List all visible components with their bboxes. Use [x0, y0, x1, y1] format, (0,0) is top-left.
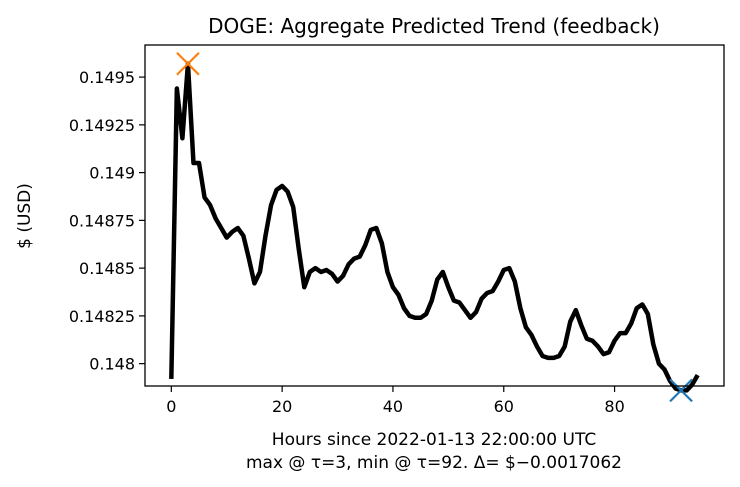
series-line-0: [169, 61, 700, 393]
plot-frame: [144, 44, 725, 387]
x-axis-sublabel: max @ τ=3, min @ τ=92. Δ= $−0.0017062: [246, 453, 622, 473]
x-tick-label-3: 60: [494, 397, 514, 416]
x-tick-label-1: 20: [272, 397, 292, 416]
y-tick-label-4: 0.149: [89, 164, 135, 183]
chart-title: DOGE: Aggregate Predicted Trend (feedbac…: [208, 14, 660, 38]
x-tick-label-2: 40: [383, 397, 403, 416]
y-axis-label: $ (USD): [15, 183, 35, 249]
y-tick-label-3: 0.14875: [69, 211, 135, 230]
y-tick-label-6: 0.1495: [79, 68, 135, 87]
y-tick-label-5: 0.14925: [69, 116, 135, 135]
max-marker: [176, 51, 200, 76]
x-tick-label-4: 80: [604, 397, 624, 416]
y-tick-label-1: 0.14825: [69, 307, 135, 326]
min-marker: [669, 378, 693, 403]
y-tick-label-0: 0.148: [89, 355, 135, 374]
x-tick-label-0: 0: [166, 397, 176, 416]
y-tick-label-2: 0.1485: [79, 259, 135, 278]
plot-area: 0 20 40 60 80 0.148 0.14825 0.1485 0.14875 0.149 0…: [69, 44, 725, 416]
x-axis-label: Hours since 2022-01-13 22:00:00 UTC: [272, 430, 596, 450]
